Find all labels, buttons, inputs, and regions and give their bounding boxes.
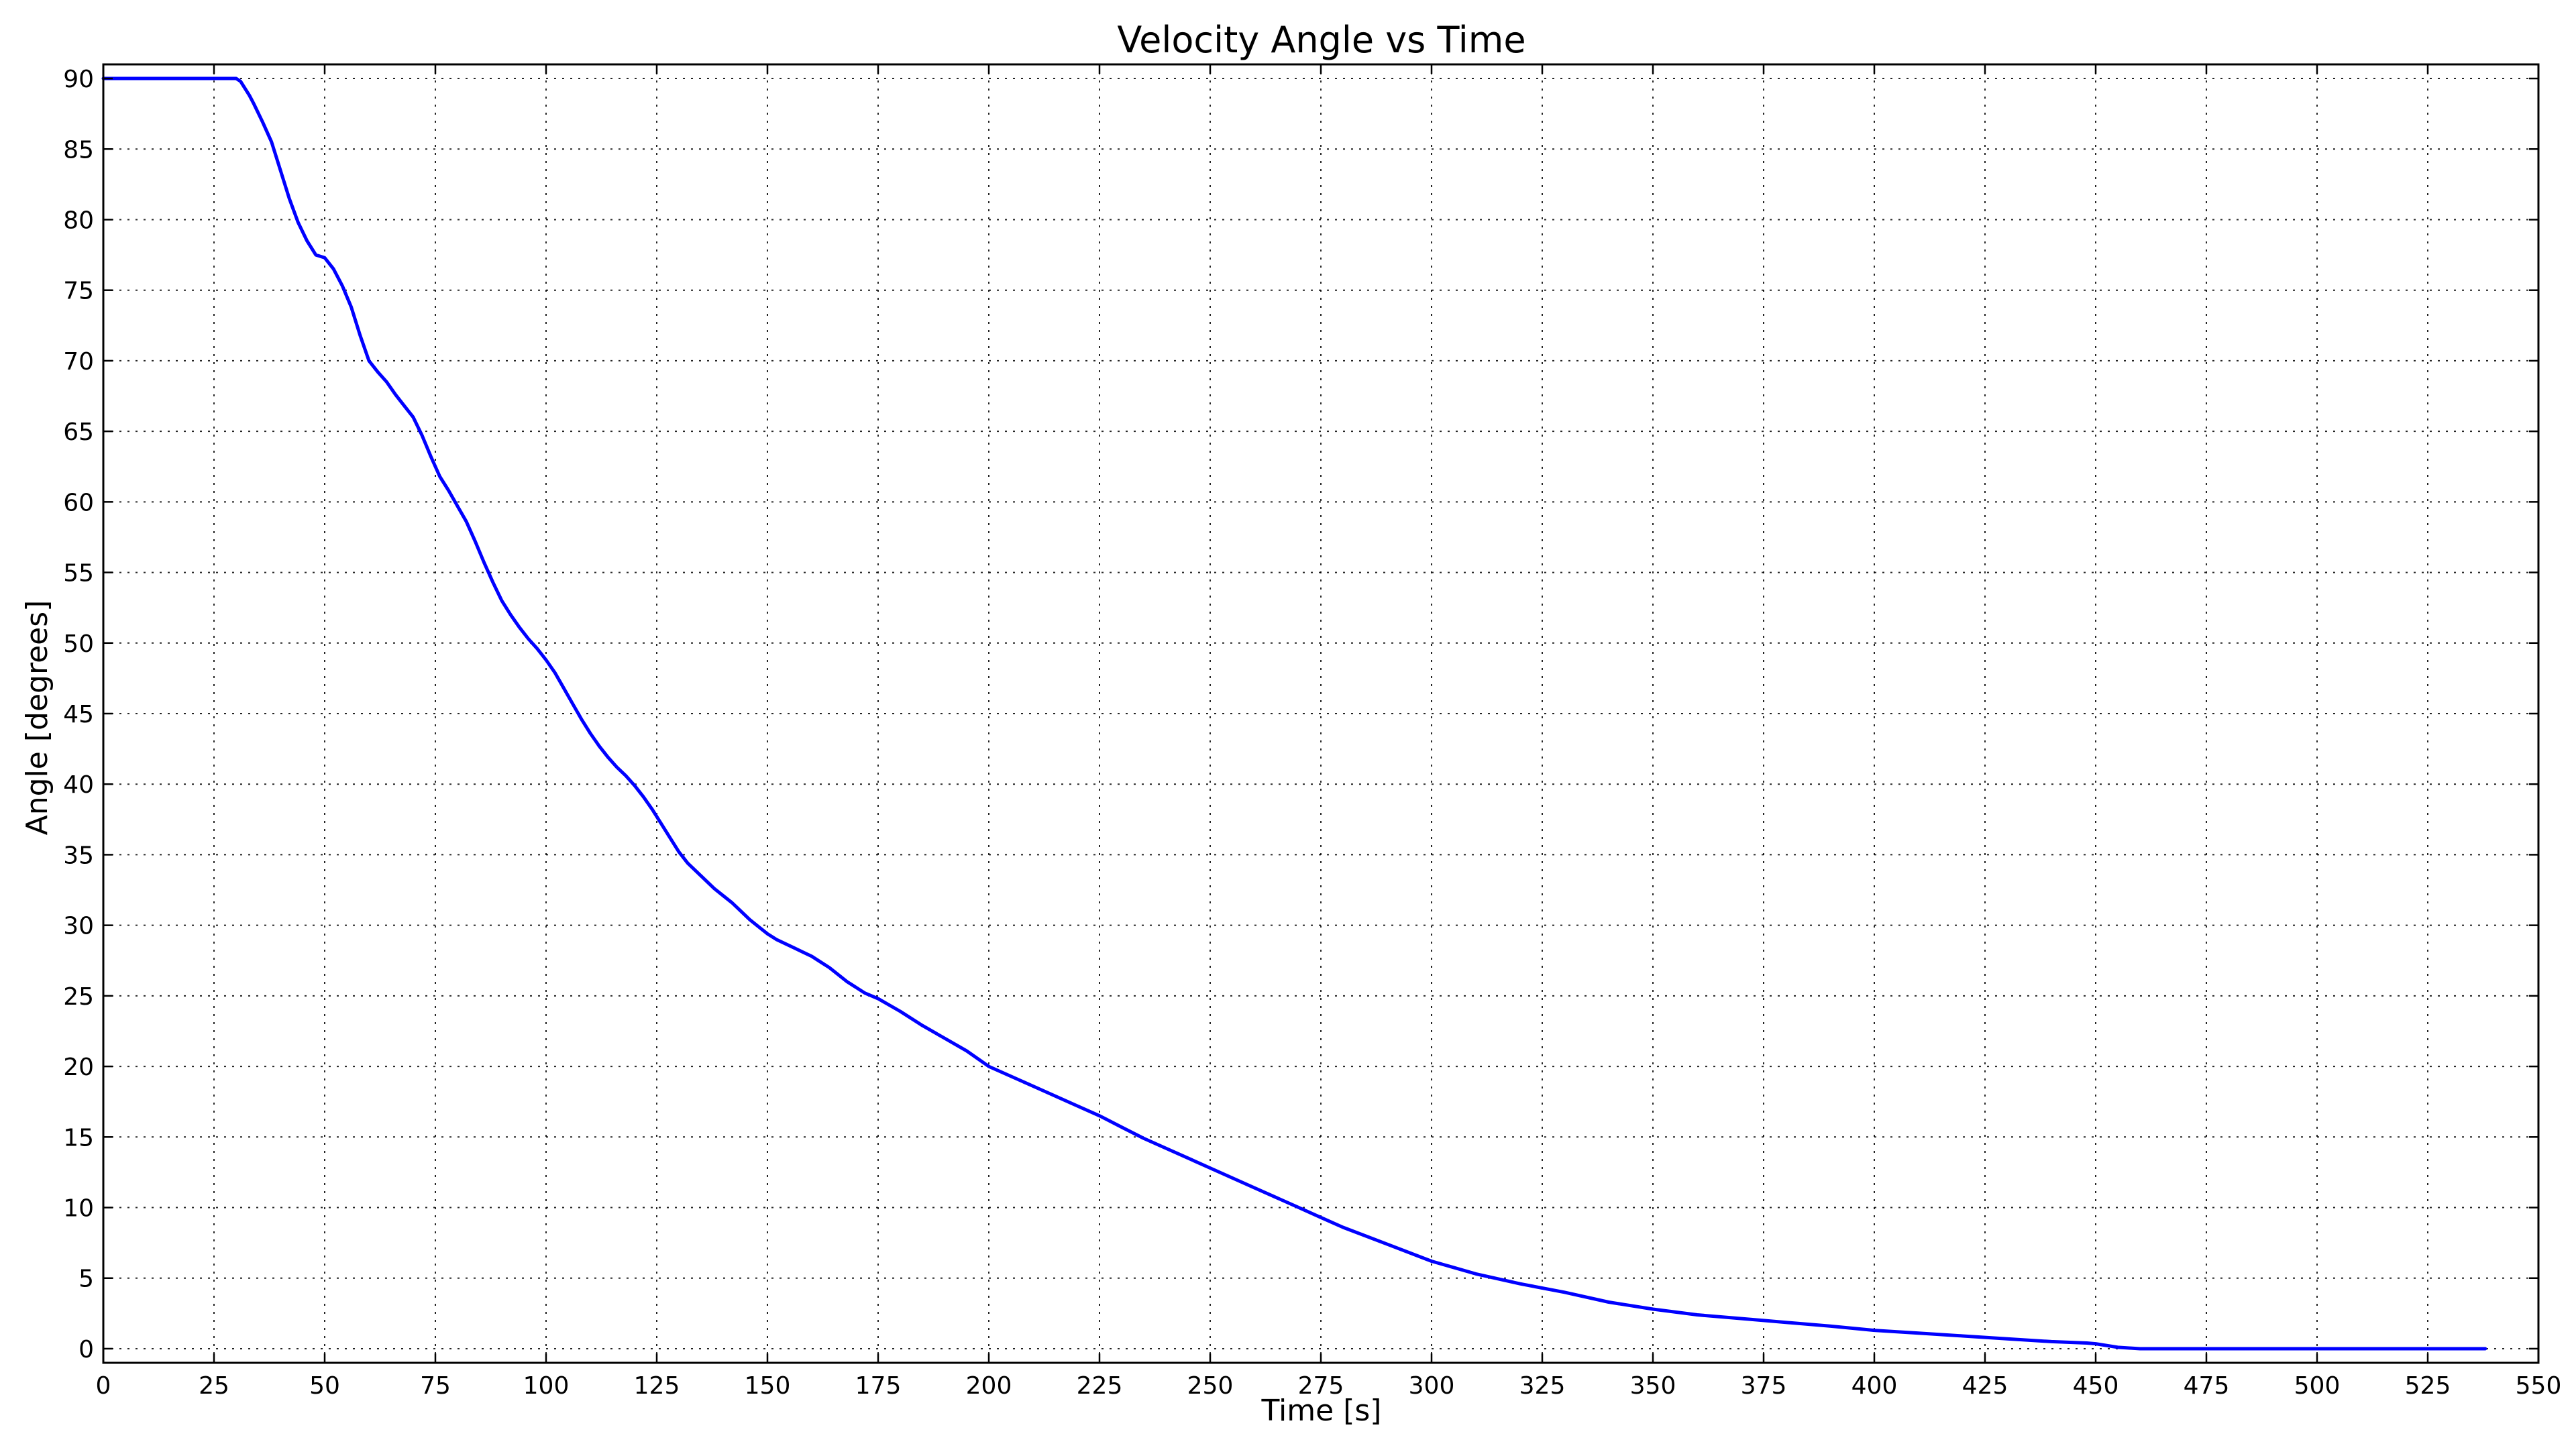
y-tick-labels: 0 5 10 15 20 25 30 35 40 45 50 55 60 65 70 75 80 85 90 — [63, 66, 94, 1363]
y-tick-label: 15 — [63, 1124, 94, 1152]
y-tick-label: 45 — [63, 701, 94, 728]
x-tick-label: 75 — [420, 1372, 451, 1400]
grid — [103, 64, 2538, 1363]
x-tick-label: 550 — [2516, 1372, 2562, 1400]
y-tick-label: 90 — [63, 66, 94, 93]
x-tick-label: 500 — [2294, 1372, 2341, 1400]
x-tick-label: 475 — [2184, 1372, 2230, 1400]
x-tick-label: 225 — [1077, 1372, 1123, 1400]
x-tick-label: 25 — [199, 1372, 229, 1400]
x-tick-label: 375 — [1741, 1372, 1787, 1400]
y-tick-label: 80 — [63, 207, 94, 234]
y-tick-label: 20 — [63, 1054, 94, 1081]
y-tick-label: 35 — [63, 842, 94, 869]
series-layer — [101, 76, 2487, 1351]
x-axis-label: Time [s] — [1261, 1394, 1382, 1428]
series-line — [101, 76, 2487, 1351]
x-tick-label: 125 — [634, 1372, 680, 1400]
x-tick-label: 250 — [1187, 1372, 1234, 1400]
y-tick-label: 5 — [78, 1266, 94, 1293]
tick-marks — [102, 64, 2540, 1363]
x-tick-label: 50 — [309, 1372, 340, 1400]
y-tick-label: 55 — [63, 560, 94, 588]
x-tick-label: 150 — [745, 1372, 791, 1400]
x-tick-label: 0 — [96, 1372, 111, 1400]
y-tick-label: 10 — [63, 1195, 94, 1223]
y-tick-label: 25 — [63, 983, 94, 1011]
x-tick-label: 175 — [855, 1372, 902, 1400]
x-tick-label: 425 — [1962, 1372, 2008, 1400]
x-tick-label: 350 — [1630, 1372, 1676, 1400]
x-tick-label: 275 — [1298, 1372, 1344, 1400]
y-tick-label: 70 — [63, 348, 94, 376]
x-tick-label: 300 — [1409, 1372, 1455, 1400]
y-axis-label: Angle [degrees] — [20, 600, 54, 836]
x-tick-labels: 0 25 50 75 100 125 150 175 200 225 250 275 300 325 350… — [96, 1372, 2562, 1400]
x-tick-label: 450 — [2073, 1372, 2119, 1400]
x-tick-label: 525 — [2405, 1372, 2451, 1400]
chart-title: Velocity Angle vs Time — [1117, 19, 1525, 61]
y-tick-label: 50 — [63, 630, 94, 658]
x-tick-label: 100 — [523, 1372, 570, 1400]
x-tick-label: 325 — [1519, 1372, 1566, 1400]
y-tick-label: 30 — [63, 913, 94, 940]
y-tick-label: 40 — [63, 771, 94, 799]
y-tick-label: 0 — [78, 1336, 94, 1363]
x-tick-label: 200 — [966, 1372, 1012, 1400]
y-tick-label: 75 — [63, 278, 94, 305]
y-tick-label: 85 — [63, 136, 94, 164]
y-tick-label: 60 — [63, 489, 94, 516]
x-tick-label: 400 — [1851, 1372, 1898, 1400]
y-tick-label: 65 — [63, 418, 94, 446]
